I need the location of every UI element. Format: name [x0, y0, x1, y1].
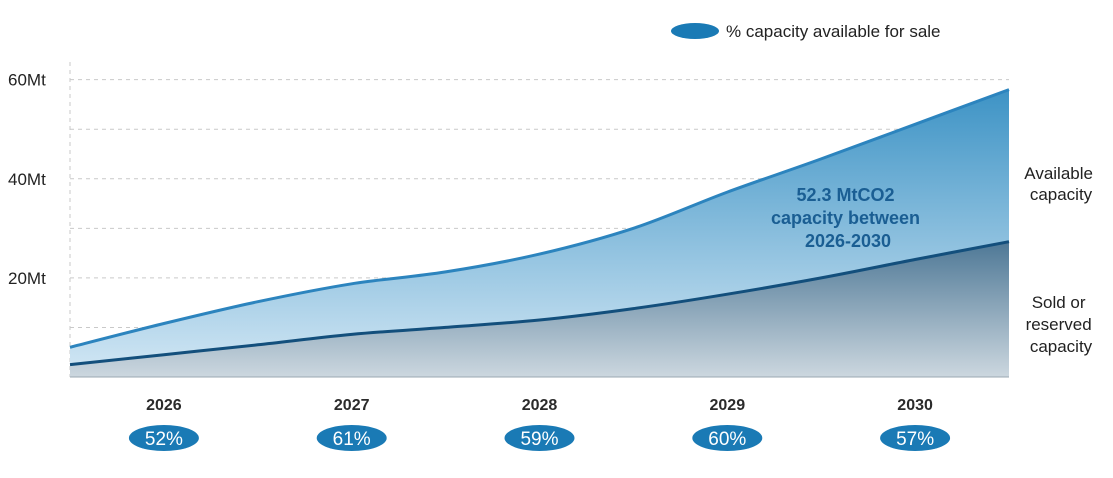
sold-capacity-area	[70, 241, 1009, 377]
sold-label-line-2: reserved	[1026, 315, 1092, 334]
x-tick-label: 2030	[897, 397, 933, 414]
percent-badge-label: 59%	[520, 429, 558, 450]
sold-capacity-label: Sold or reserved capacity	[1026, 293, 1097, 356]
percent-badge	[316, 425, 387, 451]
percent-badge-label: 60%	[708, 429, 746, 450]
percent-badge-label: 61%	[333, 429, 371, 450]
x-tick-label: 2029	[710, 397, 746, 414]
capacity-annotation: 52.3 MtCO2 capacity between 2026-2030	[771, 185, 925, 251]
x-axis-categories: 2026 52% 2027 61% 2028 59% 2029 60% 2030 57%	[128, 397, 951, 451]
x-tick-label: 2028	[522, 397, 558, 414]
percent-badge-label: 57%	[896, 429, 934, 450]
available-capacity-label: Available capacity	[1024, 164, 1097, 204]
annotation-line-3: 2026-2030	[805, 231, 891, 251]
percent-badge	[692, 425, 763, 451]
annotation-line-1: 52.3 MtCO2	[796, 185, 894, 205]
y-tick-label: 40Mt	[8, 170, 46, 189]
sold-label-line-1: Sold or	[1032, 293, 1086, 312]
y-tick-label: 60Mt	[8, 71, 46, 90]
percent-badge	[128, 425, 199, 451]
legend-swatch	[671, 23, 719, 39]
x-tick-label: 2027	[334, 397, 370, 414]
percent-badge	[880, 425, 951, 451]
legend: % capacity available for sale	[671, 22, 941, 41]
sold-label-line-3: capacity	[1030, 337, 1093, 356]
available-capacity-line	[69, 88, 1010, 349]
sold-capacity-line	[69, 240, 1010, 367]
x-tick-label: 2026	[146, 397, 182, 414]
y-axis: 20Mt 40Mt 60Mt	[8, 71, 46, 288]
percent-badge-label: 52%	[145, 429, 183, 450]
annotation-line-2: capacity between	[771, 208, 920, 228]
available-label-line-1: Available	[1024, 164, 1093, 183]
percent-badge	[504, 425, 575, 451]
available-label-line-2: capacity	[1030, 185, 1093, 204]
legend-label: % capacity available for sale	[726, 22, 941, 41]
y-tick-label: 20Mt	[8, 269, 46, 288]
